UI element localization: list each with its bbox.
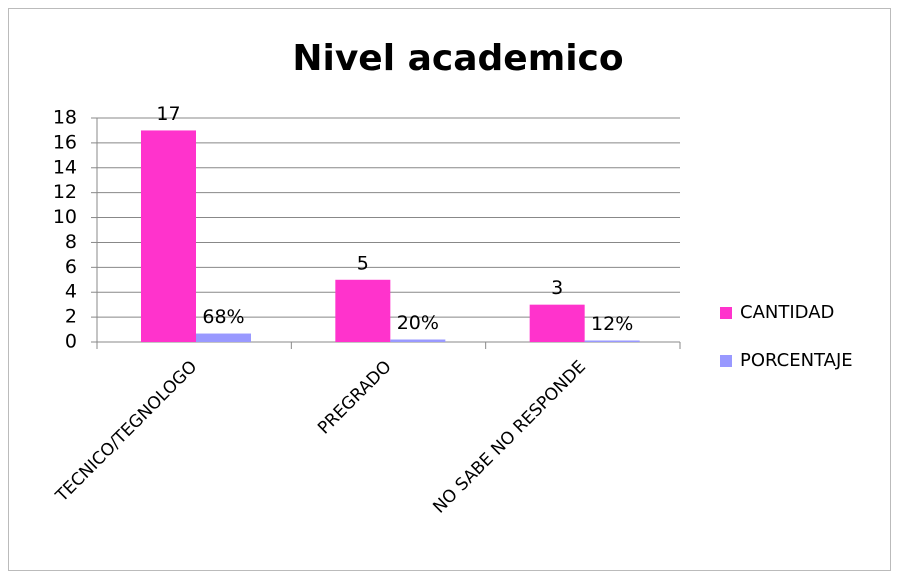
y-tick-label: 14 [53,156,77,178]
data-label: 68% [202,306,244,328]
legend-swatch [720,307,732,319]
legend-label: PORCENTAJE [740,350,853,371]
y-tick-label: 16 [53,131,77,153]
bar [335,279,391,342]
bar [529,304,585,342]
legend-label: CANTIDAD [740,302,834,323]
y-tick-label: 10 [53,206,77,228]
y-tick-label: 12 [53,181,77,203]
bar [141,130,196,342]
data-label: 12% [591,313,633,335]
legend-swatch [720,355,732,367]
data-label: 17 [156,103,180,125]
y-tick-label: 18 [53,107,77,129]
data-label: 5 [357,252,369,274]
data-label: 20% [397,312,439,334]
bar [390,339,446,342]
y-tick-label: 2 [65,306,77,328]
y-tick-label: 6 [65,256,77,278]
y-tick-label: 0 [65,331,77,353]
y-tick-label: 4 [65,281,77,303]
data-label: 3 [551,277,563,299]
chart-title: Nivel academico [292,38,623,79]
y-tick-label: 8 [65,231,77,253]
bar [584,340,640,342]
bar [196,333,251,342]
